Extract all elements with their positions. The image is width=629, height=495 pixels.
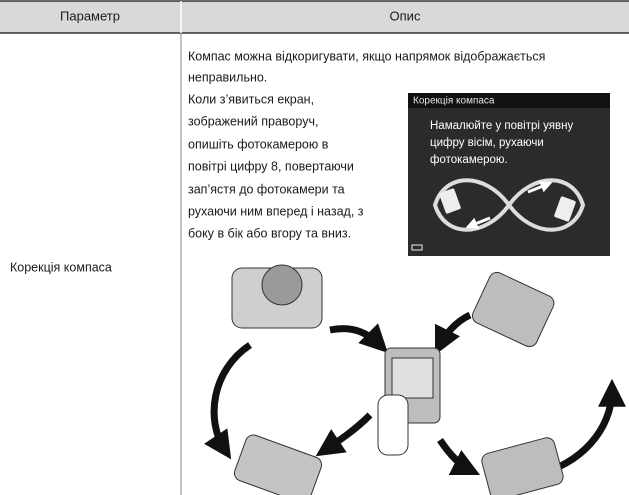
screen-arrow bbox=[465, 216, 491, 229]
parameter-name: Корекція компаса bbox=[10, 260, 112, 274]
camera-drawing bbox=[481, 437, 564, 495]
description: Компас можна відкоригувати, якщо напрямо… bbox=[188, 49, 545, 240]
description-line: зап’ястя до фотокамери та bbox=[188, 182, 345, 196]
illustration bbox=[204, 264, 626, 495]
battery-icon bbox=[411, 244, 423, 251]
header-background bbox=[0, 1, 629, 33]
description-line: повітрі цифру 8, повертаючи bbox=[188, 159, 354, 173]
camera-drawing bbox=[471, 271, 555, 348]
screen-background bbox=[408, 93, 610, 256]
column-header: Опис bbox=[390, 8, 421, 23]
screen-message-line: Намалюйте у повітрі уявну bbox=[430, 120, 573, 132]
figure-eight-path bbox=[432, 178, 586, 232]
screen-title: Корекція компаса bbox=[413, 96, 495, 107]
camera-display bbox=[391, 357, 434, 399]
screen-camera-icon bbox=[554, 196, 576, 222]
description-line: рухаючи ним вперед і назад, з bbox=[188, 204, 364, 218]
description-line: Компас можна відкоригувати, якщо напрямо… bbox=[188, 49, 545, 63]
arrow bbox=[315, 412, 373, 457]
camera-lens bbox=[261, 264, 303, 306]
arrow bbox=[434, 311, 472, 356]
camera-screen: Корекція компаса Намалюйте у повітрі уяв… bbox=[408, 93, 610, 256]
description-line: Коли з’явиться екран, bbox=[188, 92, 314, 106]
arrow bbox=[437, 438, 481, 476]
screen-message-line: цифру вісім, рухаючи bbox=[430, 137, 544, 149]
screen-message-line: фотокамерою. bbox=[430, 154, 508, 166]
screen-title-bar bbox=[408, 93, 610, 108]
hand bbox=[377, 394, 409, 456]
camera-drawing bbox=[233, 434, 323, 495]
description-line: опишіть фотокамерою в bbox=[188, 137, 329, 151]
arrow bbox=[204, 342, 253, 460]
description-line: зображений праворуч, bbox=[188, 114, 318, 128]
arrow bbox=[329, 323, 388, 353]
screen-camera-icon bbox=[439, 188, 461, 214]
description-line: неправильно. bbox=[188, 70, 267, 84]
screen-arrow bbox=[527, 181, 553, 194]
column-header: Параметр bbox=[60, 8, 120, 23]
description-line: боку в бік або вгору та вниз. bbox=[188, 226, 351, 240]
